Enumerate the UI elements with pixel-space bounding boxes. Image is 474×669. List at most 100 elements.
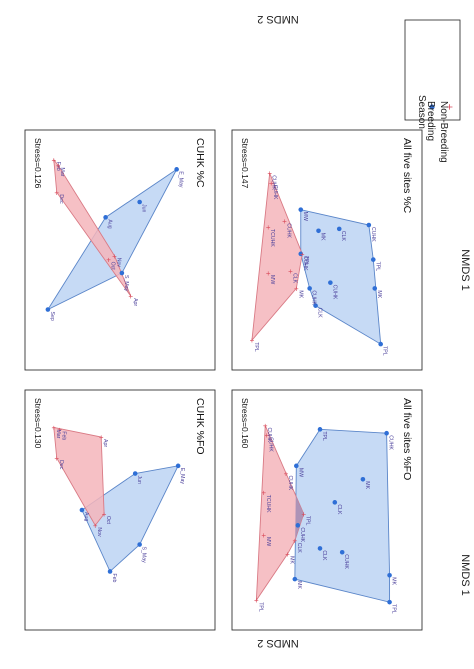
nonbreeding-point: +	[264, 431, 269, 440]
panel-title: All five sites %C	[401, 138, 413, 214]
point-label: TPL	[253, 342, 259, 352]
point-label: MK	[297, 290, 303, 298]
y-axis-title-bottom: NMDS 2	[257, 637, 299, 649]
panel-title: All five sites %FO	[401, 398, 413, 480]
point-label: Aug	[83, 512, 89, 521]
stress-value: Stress=0.160	[240, 398, 250, 449]
point-label: Jun	[141, 204, 147, 212]
point-label: Feb	[111, 573, 117, 582]
legend-title: Season	[416, 95, 427, 129]
legend: Season Breeding + Non-Breeding	[404, 19, 461, 163]
point-label: TPL	[374, 262, 380, 272]
breeding-point	[79, 507, 85, 513]
legend-breeding-label: Breeding	[425, 101, 436, 141]
nonbreeding-point: +	[54, 188, 59, 197]
breeding-point	[119, 270, 125, 276]
breeding-point	[137, 199, 142, 205]
legend-nonbreeding-label: Non-Breeding	[438, 101, 449, 163]
point-label: TPL	[321, 431, 327, 441]
breeding-hull	[81, 465, 179, 573]
point-label: CUHK	[285, 223, 291, 238]
point-label: S_May	[123, 275, 129, 292]
breeding-point	[307, 286, 312, 291]
point-label: CLK	[336, 504, 342, 515]
point-label: TCUHK	[269, 229, 275, 247]
breeding-point	[328, 280, 333, 285]
point-label: MW	[302, 212, 308, 221]
point-label: CUHK	[271, 175, 277, 190]
point-label: Sep	[49, 312, 55, 321]
point-label: MK	[376, 290, 382, 298]
nonbreeding-point: +	[288, 267, 293, 276]
nonbreeding-point: +	[128, 292, 133, 301]
point-label: MK	[364, 481, 370, 489]
nonbreeding-point: +	[301, 510, 306, 519]
nonbreeding-point: +	[54, 454, 59, 463]
nonbreeding-point: +	[112, 252, 117, 261]
point-label: Dec	[58, 460, 64, 470]
point-label: Feb	[55, 162, 61, 171]
point-label: CUHK	[287, 476, 293, 491]
legend-nonbreeding-plus-icon: +	[443, 104, 455, 110]
breeding-point	[45, 307, 51, 312]
point-label: S_May	[141, 547, 147, 564]
point-label: TPL	[305, 516, 311, 526]
point-label: CUHK	[370, 227, 376, 242]
point-label: CUHK	[302, 256, 308, 271]
breeding-point	[370, 257, 376, 262]
nonbreeding-point: +	[261, 531, 266, 540]
nonbreeding-point: +	[99, 433, 104, 442]
panel-4: TPLMKCUHKCUHKCLKCLKMKCUHKTPLMWMK+TPL+MW+…	[231, 389, 423, 631]
nonbreeding-point: +	[282, 217, 287, 226]
breeding-point	[378, 341, 383, 347]
x-axis-title-right: NMDS 1	[459, 249, 471, 291]
point-label: Oct	[105, 516, 111, 525]
nonbreeding-point: +	[267, 169, 272, 178]
stress-value: Stress=0.130	[33, 398, 43, 449]
stress-value: Stress=0.147	[240, 138, 250, 189]
nonbreeding-hull	[53, 158, 132, 297]
nonbreeding-point: +	[300, 250, 305, 259]
breeding-point	[317, 546, 323, 551]
breeding-point	[387, 572, 392, 578]
point-label: CUHK	[272, 185, 278, 200]
nonbreeding-point: +	[293, 537, 298, 546]
breeding-point	[336, 226, 342, 232]
point-label: Nov	[96, 527, 102, 537]
nonbreeding-point: +	[250, 336, 255, 345]
point-label: MK	[320, 233, 326, 241]
nonbreeding-point: +	[266, 223, 271, 232]
point-label: Apr	[132, 298, 138, 306]
breeding-point	[366, 222, 372, 228]
y-axis-title-top: NMDS 2	[257, 13, 299, 25]
point-label: TCUHK	[265, 495, 271, 513]
point-label: TPL	[391, 604, 397, 614]
point-label: CUHK	[331, 285, 337, 300]
point-label: CLK	[340, 231, 346, 242]
nonbreeding-point: +	[266, 269, 271, 278]
point-label: Oct	[110, 262, 116, 271]
nonbreeding-point: +	[263, 422, 268, 431]
x-axis-title-left: NMDS 1	[459, 554, 471, 596]
breeding-point	[132, 471, 138, 476]
breeding-point	[298, 207, 304, 212]
breeding-point	[332, 500, 338, 505]
nonbreeding-point: +	[93, 521, 98, 530]
nonbreeding-point: +	[284, 470, 289, 479]
panel-title: CUHK %C	[194, 138, 206, 188]
breeding-point	[137, 542, 142, 547]
point-label: Jun	[136, 476, 142, 484]
breeding-hull	[300, 209, 382, 345]
breeding-point	[317, 427, 323, 432]
point-label: TPL	[257, 602, 263, 612]
nonbreeding-point: +	[51, 423, 56, 432]
point-label: Nov	[115, 258, 121, 268]
point-label: CLK	[291, 273, 297, 284]
point-label: Mar	[55, 429, 61, 438]
point-label: E_May	[178, 171, 184, 188]
breeding-point	[103, 215, 108, 220]
legend-breeding-dot-icon	[429, 104, 435, 110]
